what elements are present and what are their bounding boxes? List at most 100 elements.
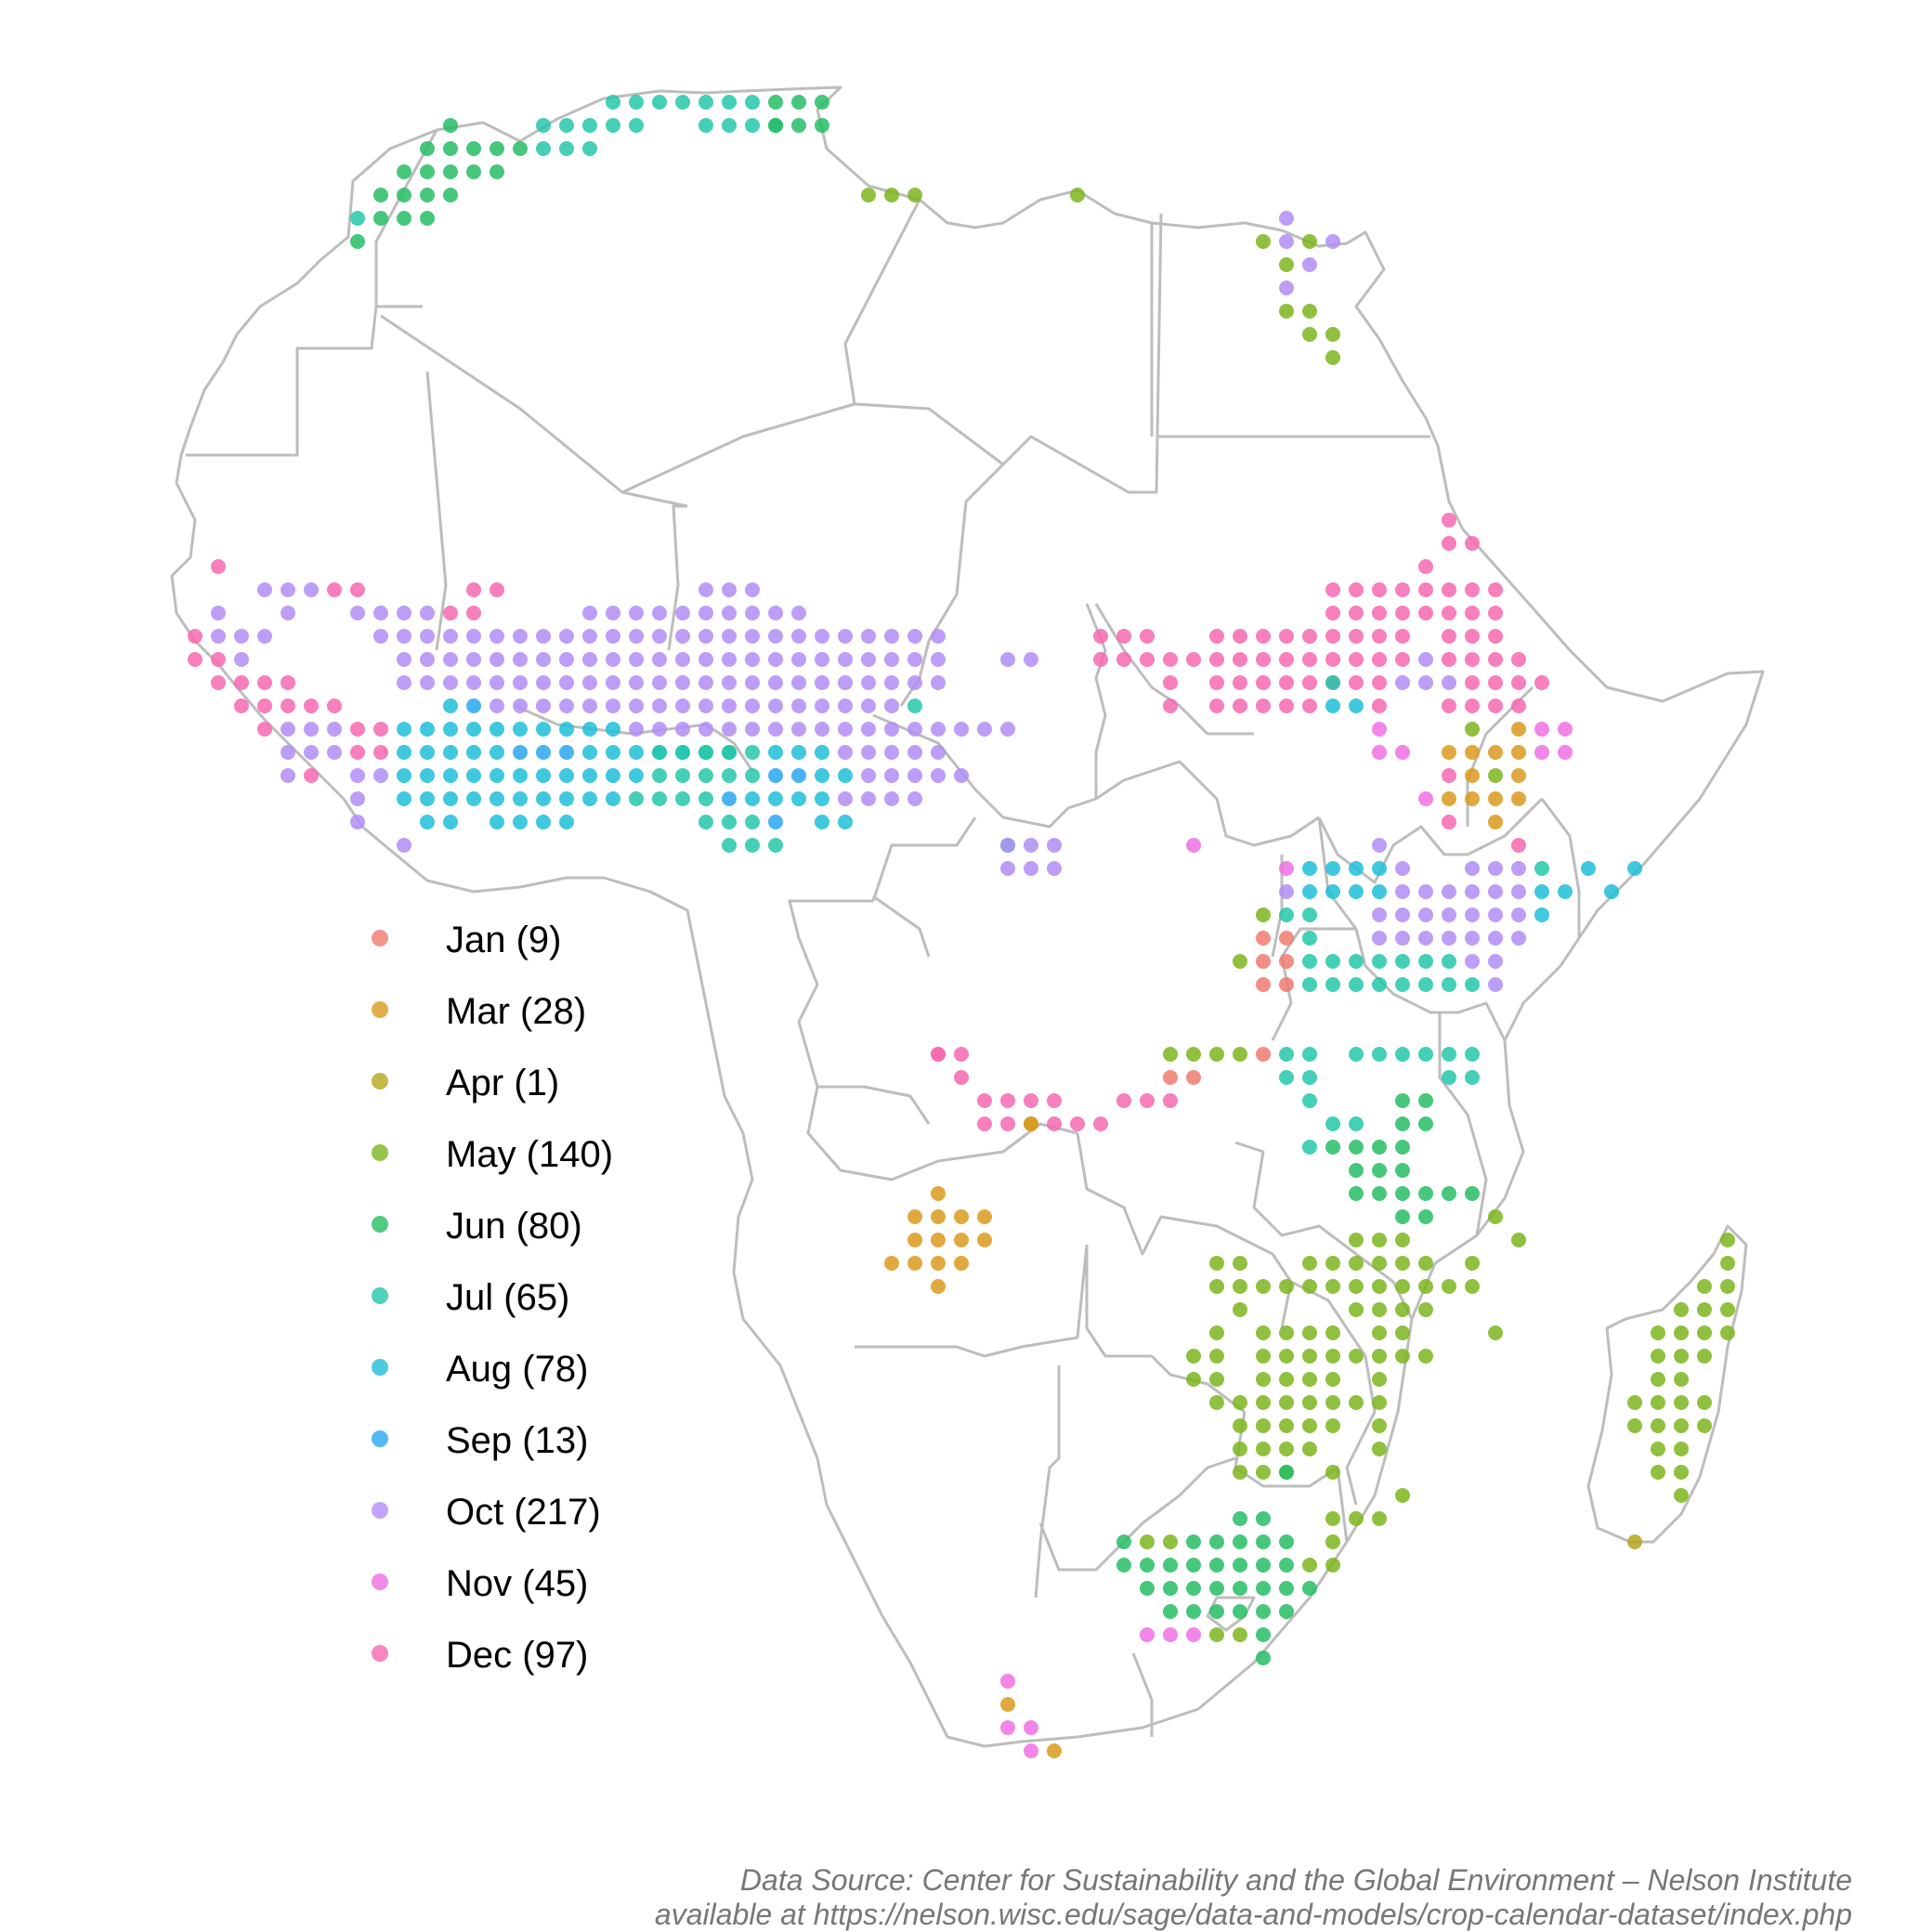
crop-dot	[1279, 698, 1294, 713]
crop-dot	[1651, 1372, 1665, 1387]
crop-dot	[1488, 582, 1503, 597]
crop-dot	[1186, 652, 1201, 667]
crop-dot	[1186, 1070, 1201, 1085]
crop-dot	[1279, 1604, 1294, 1619]
crop-dot	[768, 118, 783, 133]
crop-dot	[1720, 1233, 1735, 1247]
crop-dot	[559, 629, 574, 644]
crop-dot	[1186, 1627, 1201, 1642]
crop-dot	[257, 675, 272, 690]
crop-dot	[1209, 698, 1224, 713]
crop-dot	[1302, 954, 1317, 969]
crop-dot	[1418, 559, 1433, 574]
crop-dot	[466, 141, 481, 156]
crop-dot	[1465, 582, 1480, 597]
crop-dot	[1047, 838, 1062, 853]
crop-dot	[1279, 1534, 1294, 1549]
crop-dot	[1302, 1279, 1317, 1294]
crop-dot	[1488, 629, 1503, 644]
crop-dot	[234, 652, 249, 667]
crop-dot	[1209, 1627, 1224, 1642]
crop-dot	[652, 629, 667, 644]
crop-dot	[815, 815, 829, 829]
crop-dot	[1256, 1325, 1271, 1340]
crop-dot	[1233, 1604, 1247, 1619]
crop-dot	[1070, 188, 1085, 202]
crop-dot	[513, 791, 528, 806]
crop-dot	[582, 606, 597, 620]
crop-dot	[1697, 1395, 1712, 1410]
crop-dot	[1442, 629, 1456, 644]
crop-dot	[1511, 745, 1526, 760]
legend-label: Nov (45)	[446, 1563, 589, 1604]
crop-dot	[350, 582, 365, 597]
crop-dot	[1418, 931, 1433, 946]
crop-dot	[1442, 606, 1456, 620]
crop-dot	[1442, 675, 1456, 690]
crop-dot	[1163, 1047, 1178, 1062]
crop-dot	[466, 698, 481, 713]
crop-dot	[1256, 652, 1271, 667]
crop-dot	[1442, 954, 1456, 969]
crop-dot	[907, 1233, 922, 1247]
crop-dot	[1024, 838, 1038, 853]
crop-dot	[884, 675, 899, 690]
crop-dot	[1186, 1558, 1201, 1573]
crop-dot	[1256, 1581, 1271, 1596]
crop-dot	[1325, 1511, 1340, 1526]
crop-dot	[1302, 1558, 1317, 1573]
crop-dot	[698, 791, 713, 806]
crop-dot	[1511, 931, 1526, 946]
crop-dot	[327, 722, 342, 737]
crop-dot	[1325, 884, 1340, 899]
crop-dot	[1395, 582, 1410, 597]
crop-dot	[815, 745, 829, 760]
crop-dot	[1651, 1465, 1665, 1480]
crop-dot	[1256, 1395, 1271, 1410]
crop-dot	[675, 629, 690, 644]
crop-dot	[1209, 1279, 1224, 1294]
legend-swatch	[372, 1645, 388, 1662]
crop-dot	[1302, 1418, 1317, 1433]
crop-dot	[652, 652, 667, 667]
crop-dot	[420, 722, 435, 737]
crop-dot	[1511, 791, 1526, 806]
crop-dot	[1372, 1511, 1387, 1526]
crop-dot	[815, 675, 829, 690]
crop-dot	[675, 722, 690, 737]
crop-dot	[490, 164, 504, 179]
crop-dot	[397, 164, 411, 179]
crop-dot	[791, 675, 806, 690]
crop-dot	[838, 652, 853, 667]
crop-dot	[1395, 1233, 1410, 1247]
crop-dot	[1024, 1720, 1038, 1735]
crop-dot	[791, 768, 806, 783]
crop-dot	[1325, 1279, 1340, 1294]
crop-dot	[977, 1116, 992, 1131]
crop-dot	[1256, 931, 1271, 946]
crop-dot	[1325, 350, 1340, 365]
crop-dot	[1488, 1209, 1503, 1224]
crop-dot	[1256, 1465, 1271, 1480]
crop-dot	[559, 722, 574, 737]
crop-dot	[629, 675, 644, 690]
crop-dot	[1279, 1047, 1294, 1062]
crop-dot	[1720, 1325, 1735, 1340]
crop-dot	[1395, 629, 1410, 644]
crop-dot	[234, 675, 249, 690]
crop-dot	[1442, 791, 1456, 806]
crop-dot	[443, 118, 458, 133]
crop-dot	[1395, 1116, 1410, 1131]
crop-dot	[884, 1256, 899, 1271]
crop-dot	[1047, 861, 1062, 876]
crop-dot	[675, 652, 690, 667]
crop-dot	[931, 652, 946, 667]
crop-dot	[861, 722, 876, 737]
crop-dot	[559, 768, 574, 783]
crop-dot	[1302, 1325, 1317, 1340]
crop-dot	[1116, 1558, 1131, 1573]
crop-dot	[1233, 698, 1247, 713]
crop-dot	[1163, 1581, 1178, 1596]
crop-dot	[397, 791, 411, 806]
crop-dot	[698, 815, 713, 829]
